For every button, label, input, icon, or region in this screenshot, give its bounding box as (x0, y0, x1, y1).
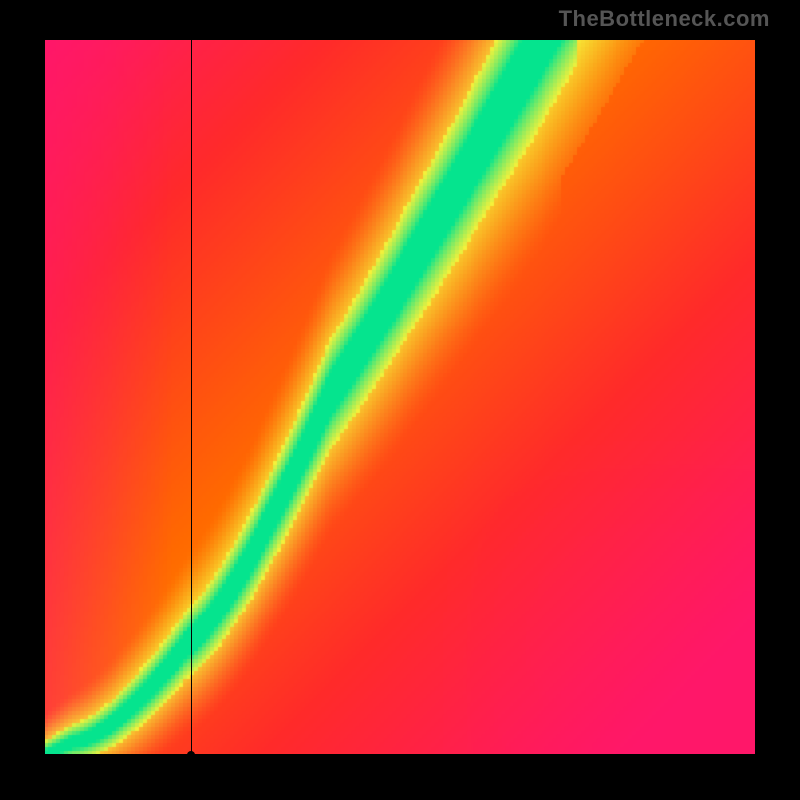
crosshair-vertical (191, 40, 192, 755)
chart-container: TheBottleneck.com (0, 0, 800, 800)
heatmap-canvas (45, 40, 755, 755)
watermark-text: TheBottleneck.com (559, 6, 770, 32)
plot-area (45, 40, 755, 755)
crosshair-dot (187, 751, 195, 759)
crosshair-horizontal (45, 754, 755, 755)
